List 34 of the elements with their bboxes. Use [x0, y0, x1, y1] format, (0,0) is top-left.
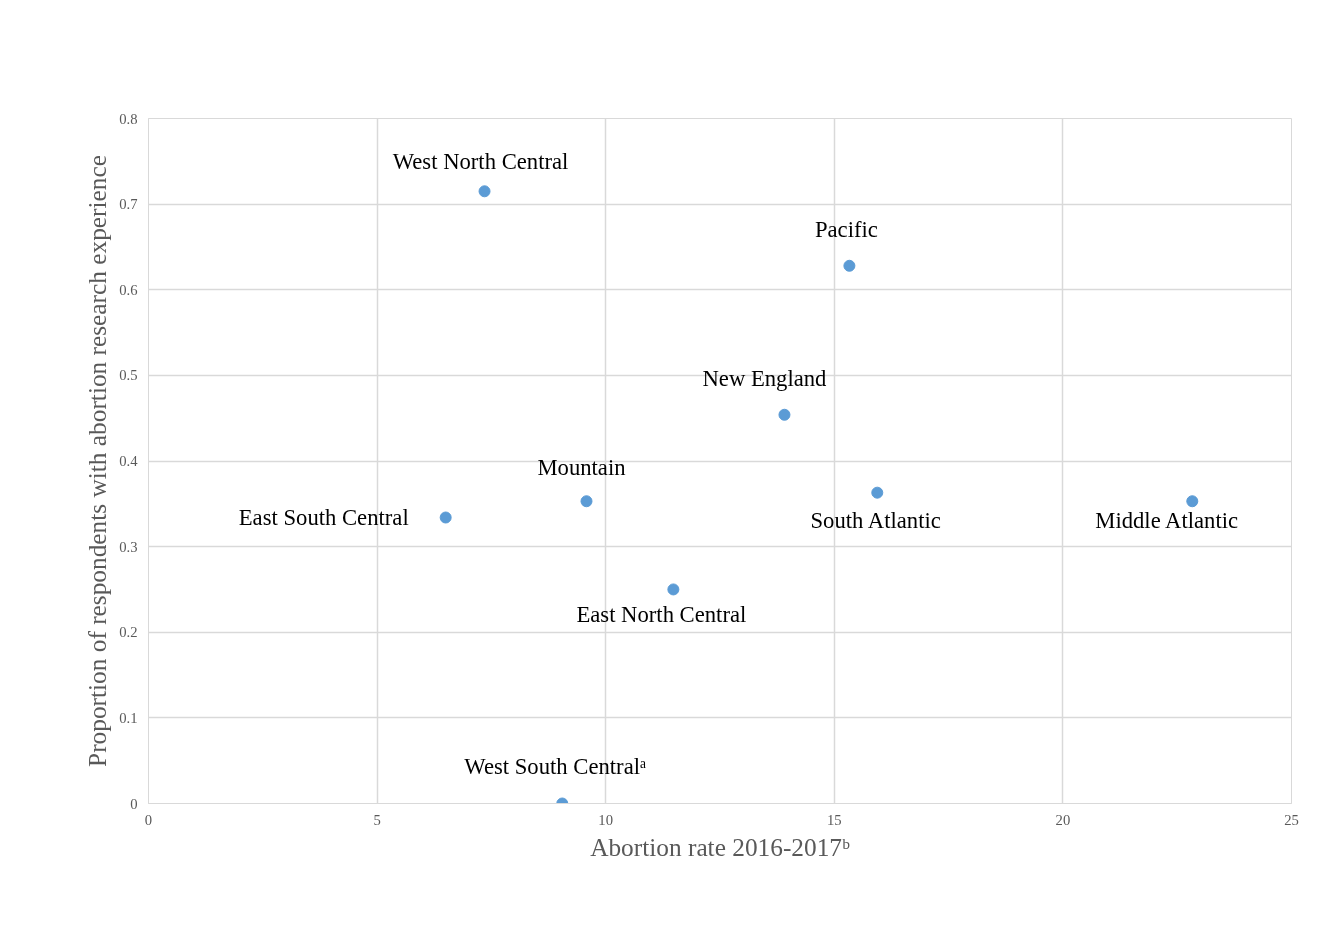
y-tick-label: 0.4: [119, 453, 139, 469]
point: [778, 408, 791, 421]
x-tick-label: 5: [373, 811, 381, 828]
y-axis-title: Proportion of respondents with abortion research experience: [83, 155, 112, 767]
point: [843, 259, 856, 272]
annotation: West South Centralᵃ: [464, 754, 647, 779]
y-tick-label: 0.3: [119, 538, 138, 555]
y-tick-label: 0.1: [119, 709, 138, 726]
annotation: West North Central: [392, 148, 569, 174]
y-tick-label: 0.5: [119, 367, 138, 384]
y-tick-label: 0.2: [119, 624, 138, 641]
x-tick-label: 25: [1284, 811, 1299, 828]
point: [478, 185, 491, 198]
y-tick-label: 0.8: [119, 110, 138, 127]
annotation: Mountain: [537, 454, 626, 480]
point: [439, 511, 452, 524]
y-tick-label: 0.6: [119, 281, 138, 298]
x-tick-label: 0: [144, 811, 153, 828]
annotation: East South Central: [238, 505, 409, 531]
point: [871, 486, 884, 499]
y-tick-label: 0.7: [119, 196, 138, 213]
x-axis-title: Abortion rate 2016-2017ᵇ: [590, 832, 850, 861]
point: [580, 495, 593, 508]
annotation: South Atlantic: [810, 508, 941, 534]
annotation: Middle Atlantic: [1095, 507, 1239, 533]
x-tick-label: 20: [1055, 811, 1071, 828]
point: [1186, 495, 1199, 508]
x-tick-label: 15: [826, 811, 842, 828]
x-tick-label: 10: [598, 811, 614, 828]
y-tick-label: 0: [130, 795, 138, 812]
annotation: New England: [702, 366, 828, 392]
annotation: Pacific: [814, 217, 878, 243]
point: [667, 583, 680, 596]
annotation: East North Central: [576, 601, 747, 627]
